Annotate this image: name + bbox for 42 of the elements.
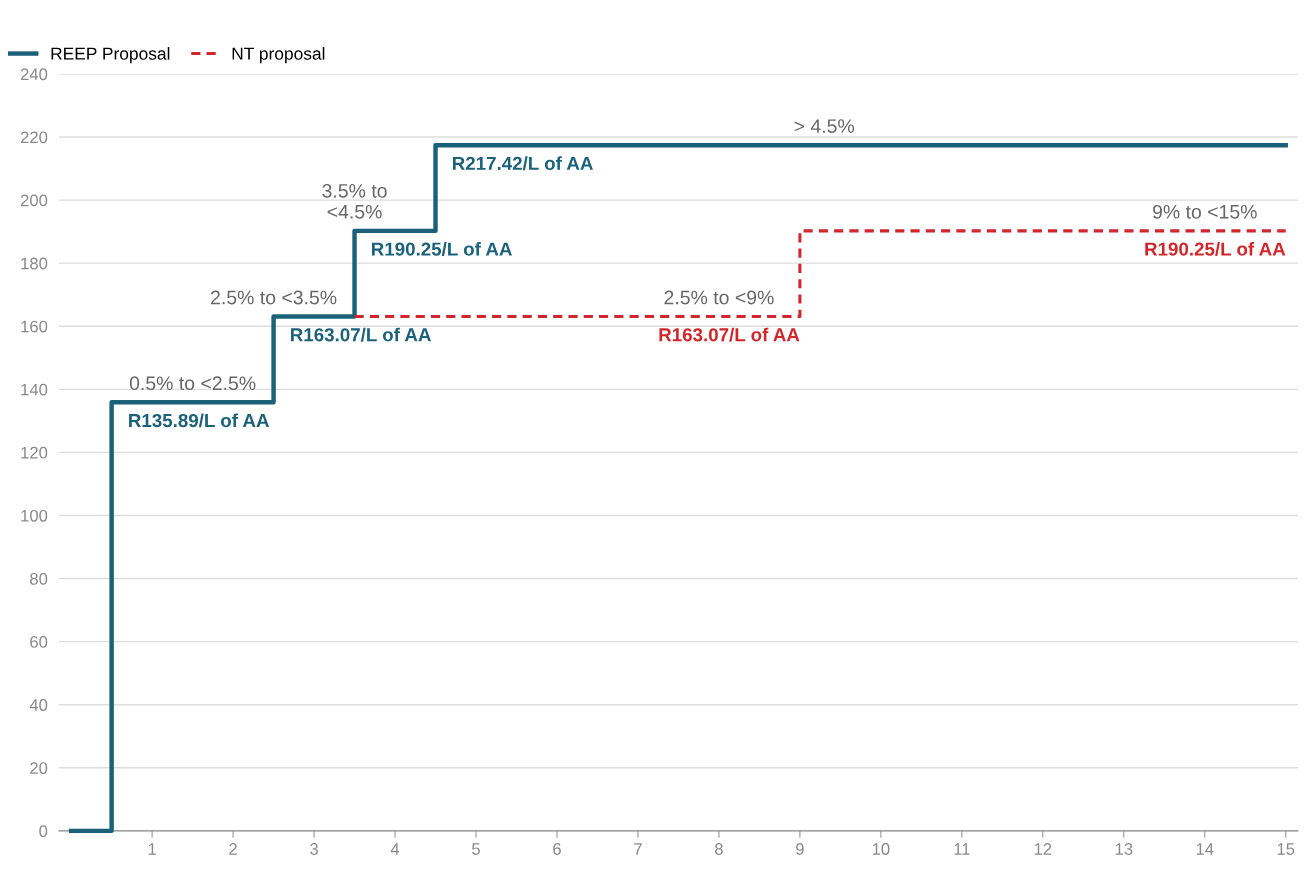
y-tick-label: 160 [21, 320, 48, 333]
y-tick-label: 180 [21, 257, 48, 270]
y-tick-label: 100 [21, 509, 48, 522]
y-tick-label: 60 [30, 636, 48, 648]
y-tick-label: 80 [30, 572, 48, 585]
x-tick-label: 5 [472, 843, 480, 855]
data-label: R163.07/L of AA [291, 327, 431, 342]
x-tick-label: 11 [954, 843, 970, 855]
annotation: 2.5% to <3.5% [211, 290, 337, 305]
x-tick-label: 3 [310, 843, 318, 855]
legend-label: REEP Proposal [51, 47, 170, 64]
y-tick-label: 240 [20, 68, 48, 81]
y-tick-label: 200 [20, 194, 48, 207]
data-label: R190.25/L of AA [1145, 241, 1286, 256]
annotation: 9% to <15% [1152, 204, 1257, 219]
x-tick-label: 4 [390, 843, 400, 855]
y-tick-label: 120 [21, 446, 48, 459]
annotation: > 4.5% [794, 119, 855, 133]
y-tick-label: 220 [20, 131, 48, 144]
annotation: 3.5% to <4.5% [322, 183, 387, 219]
x-tick-label: 2 [229, 843, 237, 855]
x-tick-label: 6 [553, 843, 561, 855]
data-label: R217.42/L of AA [452, 156, 593, 171]
x-tick-label: 8 [715, 843, 723, 855]
y-tick-label: 40 [29, 699, 48, 711]
x-tick-label: 14 [1196, 843, 1214, 855]
x-tick-label: 9 [796, 843, 804, 855]
x-tick-label: 12 [1034, 843, 1052, 855]
y-tick-label: 20 [30, 762, 48, 774]
x-tick-label: 13 [1115, 843, 1133, 855]
x-tick-label: 1 [148, 843, 156, 855]
y-tick-label: 140 [21, 383, 48, 396]
annotation: 0.5% to <2.5% [129, 376, 256, 391]
data-label: R163.07/L of AA [659, 327, 800, 342]
x-tick-label: 15 [1277, 843, 1295, 855]
x-tick-label: 10 [872, 843, 890, 855]
data-label: R190.25/L of AA [372, 241, 512, 256]
data-label: R135.89/L of AA [129, 413, 270, 428]
annotation: 2.5% to <9% [664, 290, 774, 305]
x-tick-label: 7 [634, 843, 642, 855]
y-tick-label: 0 [39, 825, 48, 838]
legend-label: NT proposal [232, 47, 325, 64]
